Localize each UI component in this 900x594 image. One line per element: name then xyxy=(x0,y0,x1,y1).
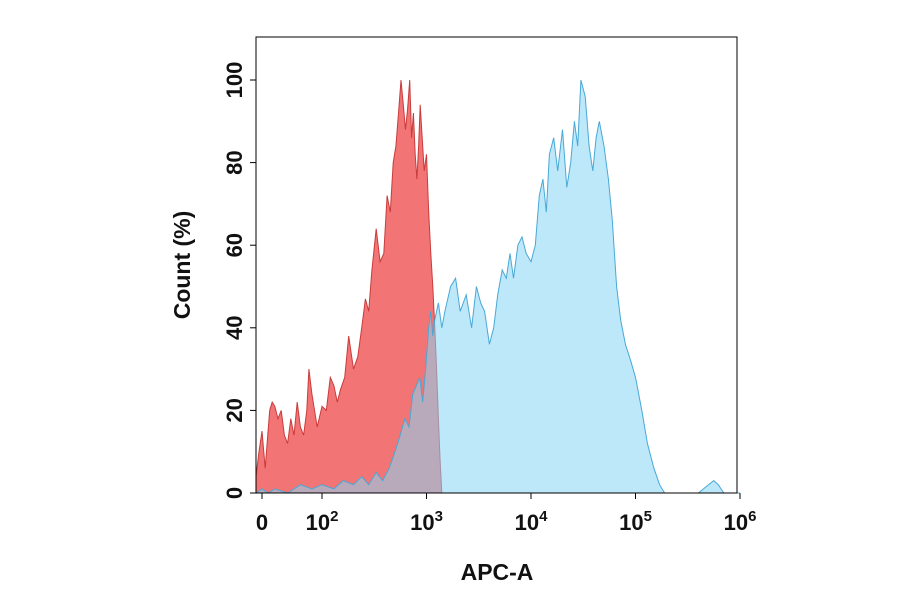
x-tick-label: 103 xyxy=(410,508,443,535)
y-tick-label: 20 xyxy=(222,398,247,422)
x-tick-label: 102 xyxy=(306,508,339,535)
y-axis: 0 20 40 60 80 100 xyxy=(222,62,256,499)
y-axis-title: Count (%) xyxy=(169,211,195,320)
histogram-series-1 xyxy=(255,79,443,494)
y-tick-label: 0 xyxy=(222,487,247,499)
y-tick-label: 80 xyxy=(222,150,247,174)
y-tick-label: 40 xyxy=(222,316,247,340)
x-tick-label: 0 xyxy=(256,510,268,535)
x-tick-label: 105 xyxy=(619,508,652,535)
x-axis: 0 102 103 104 105 106 xyxy=(256,493,757,535)
histogram-series-2 xyxy=(254,79,740,494)
plot-area xyxy=(254,79,740,494)
y-tick-label: 100 xyxy=(222,62,247,99)
plot-frame xyxy=(255,36,738,494)
x-tick-label: 106 xyxy=(724,508,757,535)
x-axis-title: APC-A xyxy=(461,559,534,585)
y-tick-label: 60 xyxy=(222,233,247,257)
x-tick-label: 104 xyxy=(515,508,548,535)
